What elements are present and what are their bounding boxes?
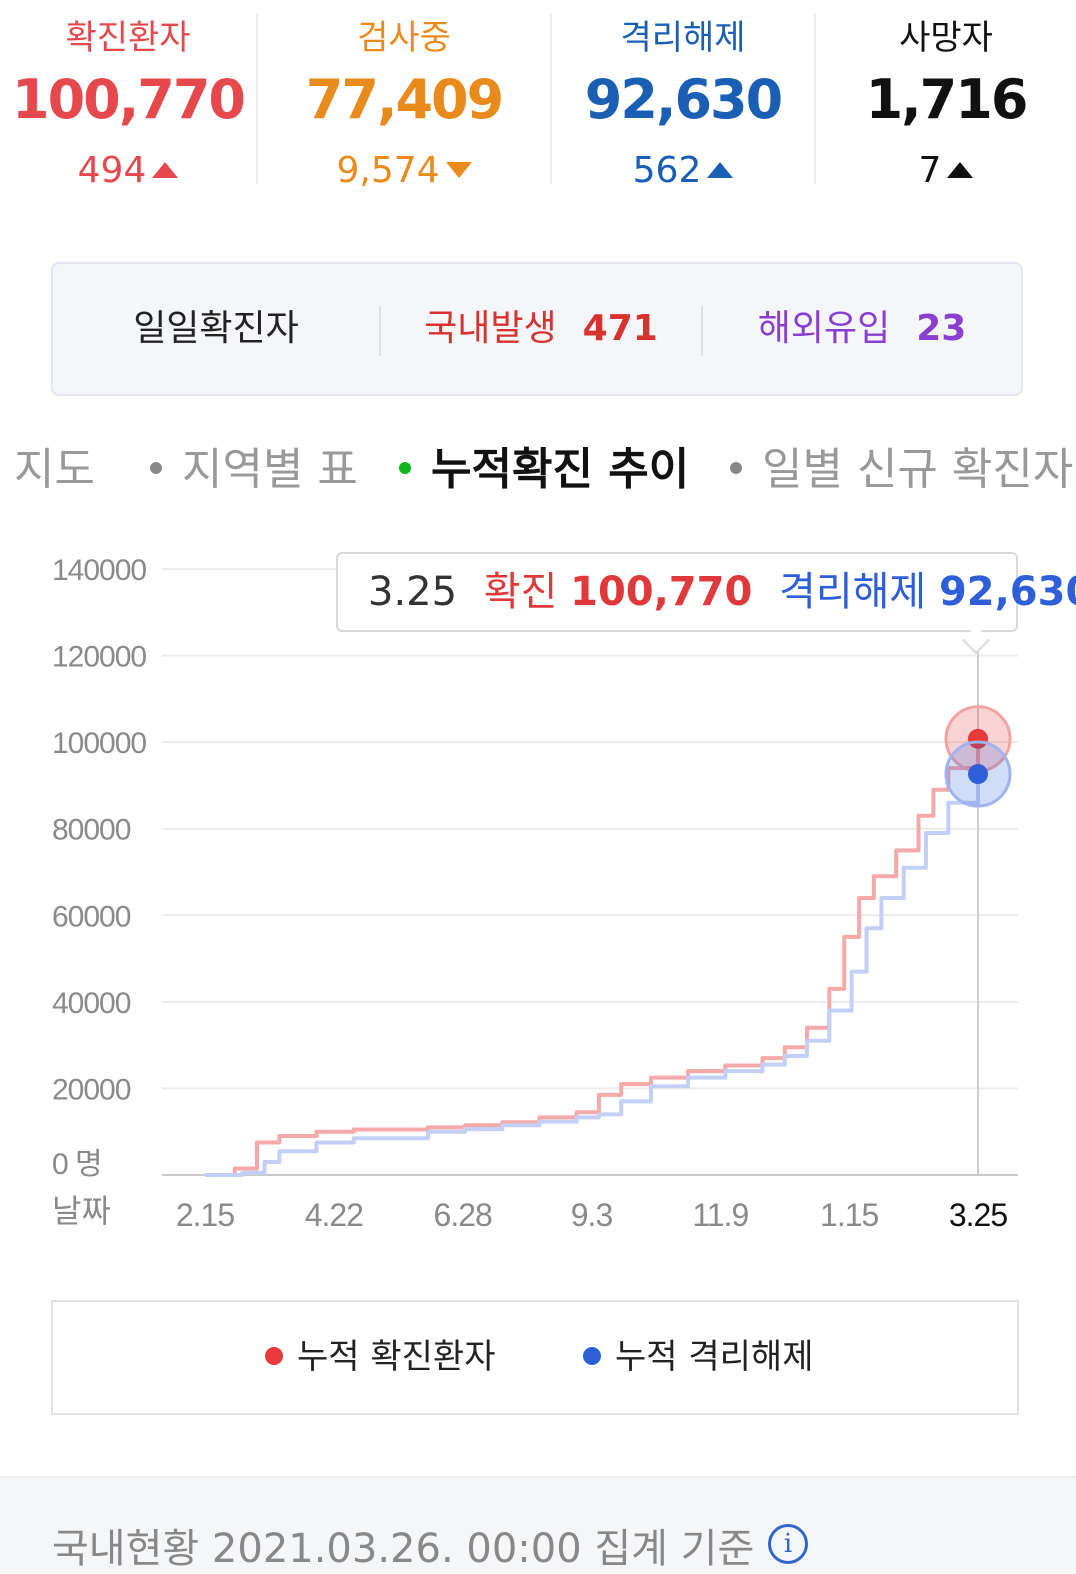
tooltip-confirmed-value: 100,770 [570,569,753,615]
x-tick-label: 3.25 [949,1197,1007,1233]
legend-dot-icon [265,1347,283,1365]
triangle-up-icon [152,162,179,178]
y-axis: 0 명 20000 40000 60000 80000 100000 120000 14000… [52,554,147,1229]
legend-item-released[interactable]: 누적 격리해제 [583,1302,814,1413]
stat-confirmed: 확진환자 100,770 494 [0,0,256,200]
tab-label: 누적확진 추이 [431,444,690,495]
y-tick-label: 80000 [52,814,131,847]
divider [550,14,552,184]
stat-label: 사망자 [899,18,993,58]
stat-delta: 494 [0,150,256,191]
stat-value: 100,770 [12,68,246,131]
hover-markers[interactable] [944,705,1012,808]
y-tick-label: 60000 [52,900,131,933]
x-tick-label: 9.3 [571,1197,613,1233]
stat-delta-value: 9,574 [336,150,440,191]
divider [256,14,258,184]
y-tick-label: 120000 [52,641,146,674]
stat-delta-value: 562 [632,150,702,191]
divider [814,14,816,184]
daily-title: 일일확진자 [133,308,299,349]
footer: 국내현황 2021.03.26. 00:00 집계 기준 i [0,1476,1076,1573]
x-tick-label: 11.9 [692,1197,748,1233]
domestic-value: 471 [582,308,658,349]
series-line-released [205,774,980,1177]
stat-value: 77,409 [305,68,504,131]
data-point-released [968,764,988,785]
stat-value: 1,716 [865,68,1029,131]
triangle-down-icon [445,162,472,178]
legend-item-confirmed[interactable]: 누적 확진환자 [265,1302,496,1413]
series-lines [205,738,980,1177]
tab-region-table[interactable]: 지역별 표 [150,438,358,502]
divider [701,306,703,356]
triangle-up-icon [947,162,974,178]
chart-legend: 누적 확진환자 누적 격리해제 [51,1300,1019,1415]
cumulative-chart: 0 명 20000 40000 60000 80000 100000 120000 14000… [52,554,1018,1233]
x-tick-label: 4.22 [305,1197,363,1233]
daily-overseas: 해외유입 23 [703,264,1021,394]
x-axis-label: 날짜 [52,1193,111,1229]
legend-dot-icon [583,1347,601,1365]
daily-domestic: 국내발생 471 [381,264,701,394]
tab-label: 일별 신규 확진자 [762,444,1074,495]
y-tick-label: 100000 [52,727,146,760]
stat-delta: 7 [816,150,1076,191]
legend-label: 누적 확진환자 [297,1337,496,1377]
stat-delta: 9,574 [258,150,550,191]
tab-cumulative-trend[interactable]: 누적확진 추이 [399,438,689,502]
x-tick-label: 1.15 [820,1197,878,1233]
stat-released: 격리해제 92,630 562 [552,0,814,200]
tooltip-released-label: 격리해제 [779,569,927,615]
y-tick-label: 40000 [52,987,131,1020]
triangle-up-icon [707,162,734,178]
x-tick-label: 2.15 [176,1197,234,1233]
stat-label: 격리해제 [620,18,746,58]
tab-daily-new[interactable]: 일별 신규 확진자 [730,438,1073,502]
overseas-value: 23 [916,308,967,349]
chart-tooltip: 3.25 확진 100,770 격리해제 92,630 [336,552,1076,632]
bullet-icon [730,462,742,474]
info-icon[interactable]: i [768,1524,808,1564]
tooltip-released-value: 92,630 [938,569,1076,615]
y-tick-label: 0 명 [52,1148,102,1181]
stat-deaths: 사망자 1,716 7 [816,0,1076,200]
series-line-confirmed [205,738,980,1177]
tab-map[interactable]: 지도 [0,438,95,502]
x-axis: 2.15 4.22 6.28 9.3 11.9 1.15 3.25 [176,1197,1008,1233]
stat-testing: 검사중 77,409 9,574 [258,0,550,200]
daily-confirmed-box: 일일확진자 국내발생 471 해외유입 23 [51,262,1023,396]
stat-delta-value: 7 [918,150,942,191]
summary-stats: 확진환자 100,770 494 검사중 77,409 9,574 격리해제 9… [0,0,1076,200]
grid [162,568,1018,1176]
stat-label: 확진환자 [65,18,191,58]
bullet-icon [399,462,411,474]
y-tick-label: 140000 [52,554,146,587]
footer-text: 국내현황 2021.03.26. 00:00 집계 기준 [52,1526,755,1572]
tooltip-date: 3.25 [368,569,458,615]
stat-label: 검사중 [357,18,451,58]
divider [379,306,381,356]
stat-delta: 562 [552,150,814,191]
tooltip-confirmed-label: 확진 [483,569,558,615]
stat-delta-value: 494 [77,150,147,191]
chart-tabs: 지도 지역별 표 누적확진 추이 일별 신규 확진자 [0,438,1076,508]
tab-label: 지역별 표 [182,444,358,495]
overseas-label: 해외유입 [757,308,891,349]
tab-label: 지도 [14,444,95,495]
bullet-icon [150,462,162,474]
domestic-label: 국내발생 [424,308,557,349]
stat-value: 92,630 [584,68,783,131]
x-tick-label: 6.28 [434,1197,492,1233]
legend-label: 누적 격리해제 [615,1337,814,1377]
y-tick-label: 20000 [52,1073,131,1106]
